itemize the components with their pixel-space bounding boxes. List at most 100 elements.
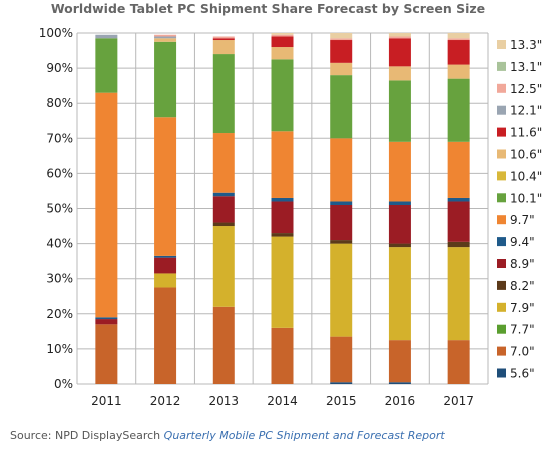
y-tick-label: 20%: [46, 307, 73, 321]
bar-segment-2012: [154, 257, 177, 274]
y-tick-label: 40%: [46, 237, 73, 251]
bar-segment-2017: [447, 247, 470, 341]
x-tick-label: 2014: [267, 394, 298, 408]
bar-segment-2016: [388, 247, 411, 341]
bar-segment-2012: [154, 273, 177, 288]
bar-segment-2017: [447, 241, 470, 248]
x-tick-label: 2013: [209, 394, 240, 408]
bar-segment-2011: [95, 38, 118, 93]
legend-swatch: [497, 215, 506, 225]
legend-swatch: [497, 237, 506, 247]
y-axis: 0% 10% 20% 30% 40% 50% 60% 70% 80% 90% 100%: [39, 26, 73, 391]
bar-segment-2017: [447, 78, 470, 142]
bar-segment-2015: [330, 62, 353, 76]
legend-swatch: [497, 259, 506, 268]
legend-swatch: [497, 83, 506, 93]
bar-segment-2011: [95, 319, 118, 325]
bar-segment-2014: [271, 236, 294, 328]
bar-segment-2016: [388, 340, 411, 383]
bar-segment-2014: [271, 201, 294, 234]
bar-segment-2016: [388, 36, 411, 39]
bar-segment-2016: [388, 141, 411, 202]
bar-segment-2014: [271, 47, 294, 60]
bar-segment-2015: [330, 40, 353, 63]
legend-label: 7.9": [510, 301, 535, 315]
x-tick-label: 2012: [150, 394, 181, 408]
y-tick-label: 80%: [46, 96, 73, 110]
legend-label: 12.5": [510, 82, 542, 96]
bar-segment-2012: [154, 36, 177, 39]
x-tick-label: 2015: [326, 394, 357, 408]
y-tick-label: 10%: [46, 342, 73, 356]
y-tick-label: 50%: [46, 202, 73, 216]
legend-label: 10.4": [510, 169, 542, 183]
legend-swatch: [497, 149, 506, 159]
bar-segment-2011: [95, 324, 118, 384]
x-axis: 2011 2012 2013 2014 2015 2016 2017: [91, 394, 474, 408]
legend-label: 10.6": [510, 148, 542, 162]
bar-segment-2013: [212, 38, 235, 41]
legend-swatch: [497, 171, 506, 181]
bar-segment-2017: [447, 64, 470, 79]
bar-segment-2014: [271, 33, 294, 35]
bar-segment-2013: [212, 226, 235, 307]
bar-segment-2011: [95, 34, 118, 39]
legend-label: 8.2": [510, 279, 535, 293]
source-report-link[interactable]: Quarterly Mobile PC Shipment and Forecas…: [163, 429, 445, 442]
legend-label: 9.7": [510, 213, 535, 227]
bar-segment-2015: [330, 382, 353, 384]
bar-segment-2011: [95, 92, 118, 318]
bar-segment-2015: [330, 336, 353, 383]
bar-segment-2014: [271, 34, 294, 37]
bar-segment-2012: [154, 38, 177, 42]
bar-segment-2012: [154, 34, 177, 37]
legend-swatch: [497, 127, 506, 137]
bar-segment-2016: [388, 33, 411, 37]
bar-segment-2017: [447, 201, 470, 242]
bar-segment-2014: [271, 197, 294, 202]
bar-segment-2014: [271, 131, 294, 198]
y-tick-label: 100%: [39, 26, 73, 40]
legend-swatch: [497, 302, 506, 312]
legend-label: 10.1": [510, 191, 542, 205]
bar-segment-2015: [330, 75, 353, 139]
legend-swatch: [497, 280, 506, 290]
bar-segment-2016: [388, 201, 411, 205]
legend-swatch: [497, 61, 506, 71]
bar-segment-2012: [154, 287, 177, 384]
legend-label: 9.4": [510, 235, 535, 249]
legend-swatch: [497, 346, 506, 356]
bar-segment-2015: [330, 38, 353, 41]
bar-segment-2012: [154, 117, 177, 256]
y-tick-label: 0%: [54, 377, 73, 391]
bar-segment-2015: [330, 138, 353, 202]
source-note: Source: NPD DisplaySearch Quarterly Mobi…: [10, 429, 445, 442]
legend: 13.3" 13.1" 12.5" 12.1" 11.6" 10.6" 10.4" 10.1"…: [497, 38, 542, 381]
legend-label: 13.1": [510, 60, 542, 74]
legend-swatch: [497, 368, 506, 378]
bar-segment-2013: [212, 133, 235, 193]
legend-swatch: [497, 105, 506, 115]
y-tick-label: 70%: [46, 131, 73, 145]
x-tick-label: 2011: [91, 394, 122, 408]
bar-segment-2016: [388, 66, 411, 81]
bar-segment-2017: [447, 141, 470, 198]
y-tick-label: 60%: [46, 166, 73, 180]
bar-segment-2016: [388, 38, 411, 67]
legend-label: 8.9": [510, 257, 535, 271]
bar-segment-2014: [271, 327, 294, 384]
legend-label: 12.1": [510, 104, 542, 118]
legend-label: 5.6": [510, 367, 535, 381]
legend-swatch: [497, 193, 506, 203]
legend-label: 7.0": [510, 345, 535, 359]
source-prefix: Source: NPD DisplaySearch: [10, 429, 164, 442]
bar-segment-2017: [447, 38, 470, 41]
bar-segment-2017: [447, 340, 470, 384]
bar-segment-2013: [212, 40, 235, 55]
bar-segment-2017: [447, 197, 470, 202]
legend-swatch: [497, 40, 506, 49]
bar-segment-2013: [212, 36, 235, 39]
bar-segment-2013: [212, 192, 235, 197]
bar-segment-2012: [154, 41, 177, 118]
